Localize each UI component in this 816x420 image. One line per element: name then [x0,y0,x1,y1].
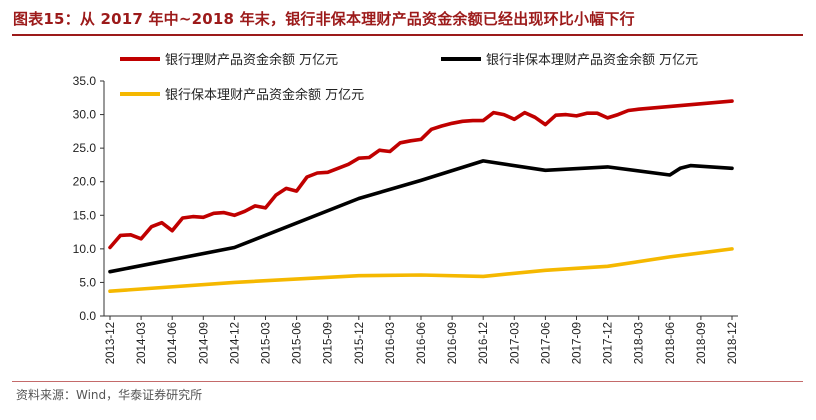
series-line-1 [108,159,734,274]
y-tick-label: 15.0 [73,208,97,222]
x-tick-label: 2017-09 [572,322,584,364]
legend-label-0: 银行理财产品资金余额 万亿元 [165,52,338,68]
y-tick-label: 20.0 [73,175,97,189]
x-tick-label: 2017-12 [603,322,615,364]
x-tick-label: 2013-12 [105,322,117,364]
y-tick-label: 10.0 [73,242,97,256]
x-tick-label: 2018-09 [696,322,708,364]
x-tick-label: 2017-03 [509,322,521,364]
footer-rule [12,381,803,382]
x-tick-label: 2016-09 [447,322,459,364]
figure-title: 图表15：从 2017 年中~2018 年末，银行非保本理财产品资金余额已经出现… [13,10,635,28]
series-line-0 [108,99,734,250]
x-tick-label: 2015-03 [261,322,273,364]
y-tick-label: 0.0 [79,309,96,323]
x-tick-label: 2018-06 [665,322,677,364]
y-tick-label: 30.0 [73,108,97,122]
title-rule [12,34,803,36]
y-tick-label: 35.0 [73,74,97,88]
x-tick-label: 2014-09 [198,322,210,364]
y-tick-label: 5.0 [79,275,96,289]
x-tick-label: 2014-12 [229,322,241,364]
series-line-2 [108,247,734,294]
x-tick-label: 2018-03 [634,322,646,364]
x-tick-label: 2016-12 [478,322,490,364]
y-tick-label: 25.0 [73,141,97,155]
x-tick-label: 2016-03 [385,322,397,364]
x-tick-label: 2018-12 [727,322,739,364]
source-note: 资料来源：Wind，华泰证券研究所 [16,388,203,402]
x-tick-label: 2015-09 [323,322,335,364]
x-tick-label: 2014-06 [167,322,179,364]
legend-label-2: 银行保本理财产品资金余额 万亿元 [165,87,364,103]
legend-label-1: 银行非保本理财产品资金余额 万亿元 [486,52,698,68]
x-tick-label: 2016-06 [416,322,428,364]
x-tick-label: 2017-06 [540,322,552,364]
x-tick-label: 2015-06 [292,322,304,364]
x-tick-label: 2015-12 [354,322,366,364]
x-tick-label: 2014-03 [136,322,148,364]
